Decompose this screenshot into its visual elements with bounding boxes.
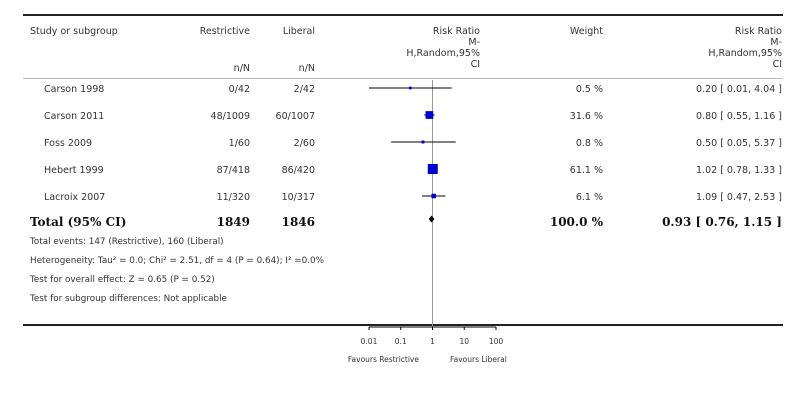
- x-tick-label: 0.1: [395, 337, 407, 346]
- header-ci-line-3: H,Random,95%: [708, 48, 782, 59]
- study-name: Carson 1998: [44, 84, 105, 95]
- study-name: Lacroix 2007: [44, 192, 106, 203]
- liberal-count: 86/420: [281, 165, 315, 176]
- favours-right-label: Favours Liberal: [450, 355, 507, 364]
- study-name: Hebert 1999: [44, 165, 104, 176]
- restrictive-count: 48/1009: [210, 111, 250, 122]
- pooled-effect-diamond: [428, 215, 435, 223]
- footnote-overall-effect: Test for overall effect: Z = 0.65 (P = 0…: [30, 275, 215, 285]
- restrictive-count: 0/42: [228, 84, 250, 95]
- weight-value: 31.6 %: [569, 111, 603, 122]
- header-ci-line-2: M-: [770, 37, 782, 48]
- footnote-heterogeneity: Heterogeneity: Tau² = 0.0; Chi² = 2.51, …: [30, 256, 325, 266]
- header-liberal: Liberal: [282, 26, 315, 37]
- ci-value: 0.50 [ 0.05, 5.37 ]: [696, 138, 782, 149]
- liberal-count: 2/42: [293, 84, 315, 95]
- header-study: Study or subgroup: [30, 26, 118, 37]
- footnote-events: Total events: 147 (Restrictive), 160 (Li…: [30, 237, 224, 247]
- total-label: Total (95% CI): [30, 215, 127, 229]
- x-tick-label: 0.01: [361, 337, 378, 346]
- x-tick-label: 100: [489, 337, 504, 346]
- ci-value: 1.02 [ 0.78, 1.33 ]: [696, 165, 782, 176]
- weight-value: 0.8 %: [575, 138, 603, 149]
- ci-value: 1.09 [ 0.47, 2.53 ]: [696, 192, 782, 203]
- ci-value: 0.20 [ 0.01, 4.04 ]: [696, 84, 782, 95]
- effect-marker: [425, 111, 434, 119]
- effect-marker: [421, 140, 425, 144]
- header-ci-line-4: CI: [772, 59, 782, 70]
- header-rule: [23, 78, 783, 79]
- ci-value: 0.80 [ 0.55, 1.16 ]: [696, 111, 782, 122]
- restrictive-count: 11/320: [216, 192, 250, 203]
- effect-marker: [427, 164, 438, 174]
- header-plot-line-3: H,Random,95%: [406, 48, 480, 59]
- bottom-rule: [23, 324, 783, 326]
- total-ci: 0.93 [ 0.76, 1.15 ]: [662, 215, 782, 229]
- weight-value: 61.1 %: [569, 165, 603, 176]
- weight-value: 6.1 %: [575, 192, 603, 203]
- effect-marker: [431, 193, 436, 199]
- footnote-subgroup: Test for subgroup differences: Not appli…: [30, 294, 227, 304]
- study-name: Carson 2011: [44, 111, 105, 122]
- total-restrictive: 1849: [216, 215, 250, 229]
- header-restrictive-sub: n/N: [233, 63, 250, 74]
- weight-value: 0.5 %: [575, 84, 603, 95]
- x-tick-label: 10: [459, 337, 469, 346]
- header-ci-line-1: Risk Ratio: [734, 26, 782, 37]
- study-name: Foss 2009: [44, 138, 93, 149]
- header-plot-risk-ratio: Risk Ratio M- H,Random,95% CI: [380, 26, 480, 70]
- restrictive-count: 87/418: [216, 165, 250, 176]
- effect-marker: [408, 86, 412, 90]
- header-liberal-sub: n/N: [298, 63, 315, 74]
- header-plot-line-4: CI: [470, 59, 480, 70]
- restrictive-count: 1/60: [228, 138, 250, 149]
- total-weight: 100.0 %: [549, 215, 603, 229]
- header-plot-line-2: M-: [468, 37, 480, 48]
- header-weight: Weight: [569, 26, 603, 37]
- header-restrictive: Restrictive: [199, 26, 250, 37]
- x-tick-label: 1: [430, 337, 435, 346]
- total-liberal: 1846: [281, 215, 315, 229]
- favours-left-label: Favours Restrictive: [347, 355, 419, 364]
- liberal-count: 60/1007: [275, 111, 315, 122]
- liberal-count: 2/60: [293, 138, 315, 149]
- top-rule: [23, 14, 783, 16]
- header-ci: Risk Ratio M- H,Random,95% CI: [660, 26, 782, 70]
- header-plot-line-1: Risk Ratio: [432, 26, 480, 37]
- liberal-count: 10/317: [281, 192, 315, 203]
